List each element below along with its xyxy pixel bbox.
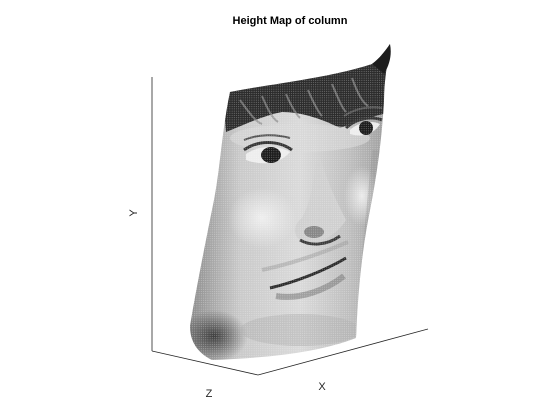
z-axis-line — [151, 350, 259, 376]
axes-box — [151, 77, 429, 376]
y-axis-label: Y — [128, 209, 140, 217]
z-axis-label: Z — [206, 388, 213, 400]
surface-corner — [372, 44, 391, 74]
mesh-texture — [190, 44, 390, 360]
chart-title: Height Map of column — [233, 15, 348, 27]
x-axis-label: X — [318, 381, 326, 393]
x-axis-line — [257, 328, 429, 376]
surface-mesh — [190, 44, 391, 360]
